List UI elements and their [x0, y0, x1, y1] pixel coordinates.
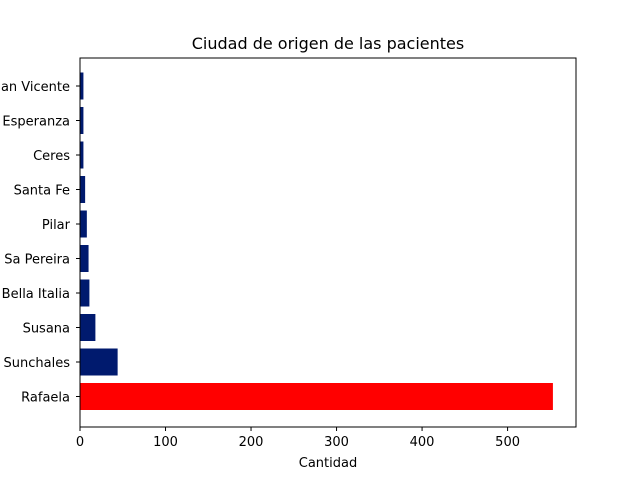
x-tick-label: 100: [153, 435, 178, 450]
bar-sunchales: [80, 348, 118, 376]
y-tick-label: Rafaela: [21, 391, 70, 406]
y-tick-label: Sa Pereira: [4, 253, 70, 268]
chart-title: Ciudad de origen de las pacientes: [192, 34, 464, 53]
bar-pilar: [80, 210, 87, 238]
x-axis-label: Cantidad: [299, 456, 357, 471]
y-tick-label: Esperanza: [2, 115, 70, 130]
bars-group: [80, 72, 553, 410]
bar-an-vicente: [80, 72, 84, 100]
y-tick-label: Ceres: [33, 149, 70, 164]
bar-bella-italia: [80, 279, 90, 307]
y-tick-label: Santa Fe: [14, 184, 70, 199]
y-axis-ticks: Rafaela Sunchales Susana Bella Italia Sa Per…: [1, 80, 80, 406]
bar-rafaela: [80, 383, 553, 410]
x-tick-label: 0: [76, 435, 84, 450]
plot-frame: [79, 57, 577, 428]
y-tick-label: Sunchales: [4, 356, 71, 371]
bar-esperanza: [80, 107, 84, 134]
x-tick-label: 500: [495, 435, 520, 450]
y-tick-label: an Vicente: [1, 80, 70, 95]
bar-ceres: [80, 141, 84, 169]
bar-susana: [80, 314, 96, 341]
y-tick-label: Pilar: [42, 218, 71, 233]
x-tick-label: 400: [410, 435, 435, 450]
x-axis-ticks: 0 100 200 300 400 500: [76, 427, 520, 450]
bar-santa-fe: [80, 176, 86, 203]
y-tick-label: Susana: [23, 322, 70, 337]
x-tick-label: 300: [324, 435, 349, 450]
y-tick-label: Bella Italia: [2, 287, 70, 302]
bar-sa-pereira: [80, 245, 89, 272]
x-tick-label: 200: [239, 435, 264, 450]
